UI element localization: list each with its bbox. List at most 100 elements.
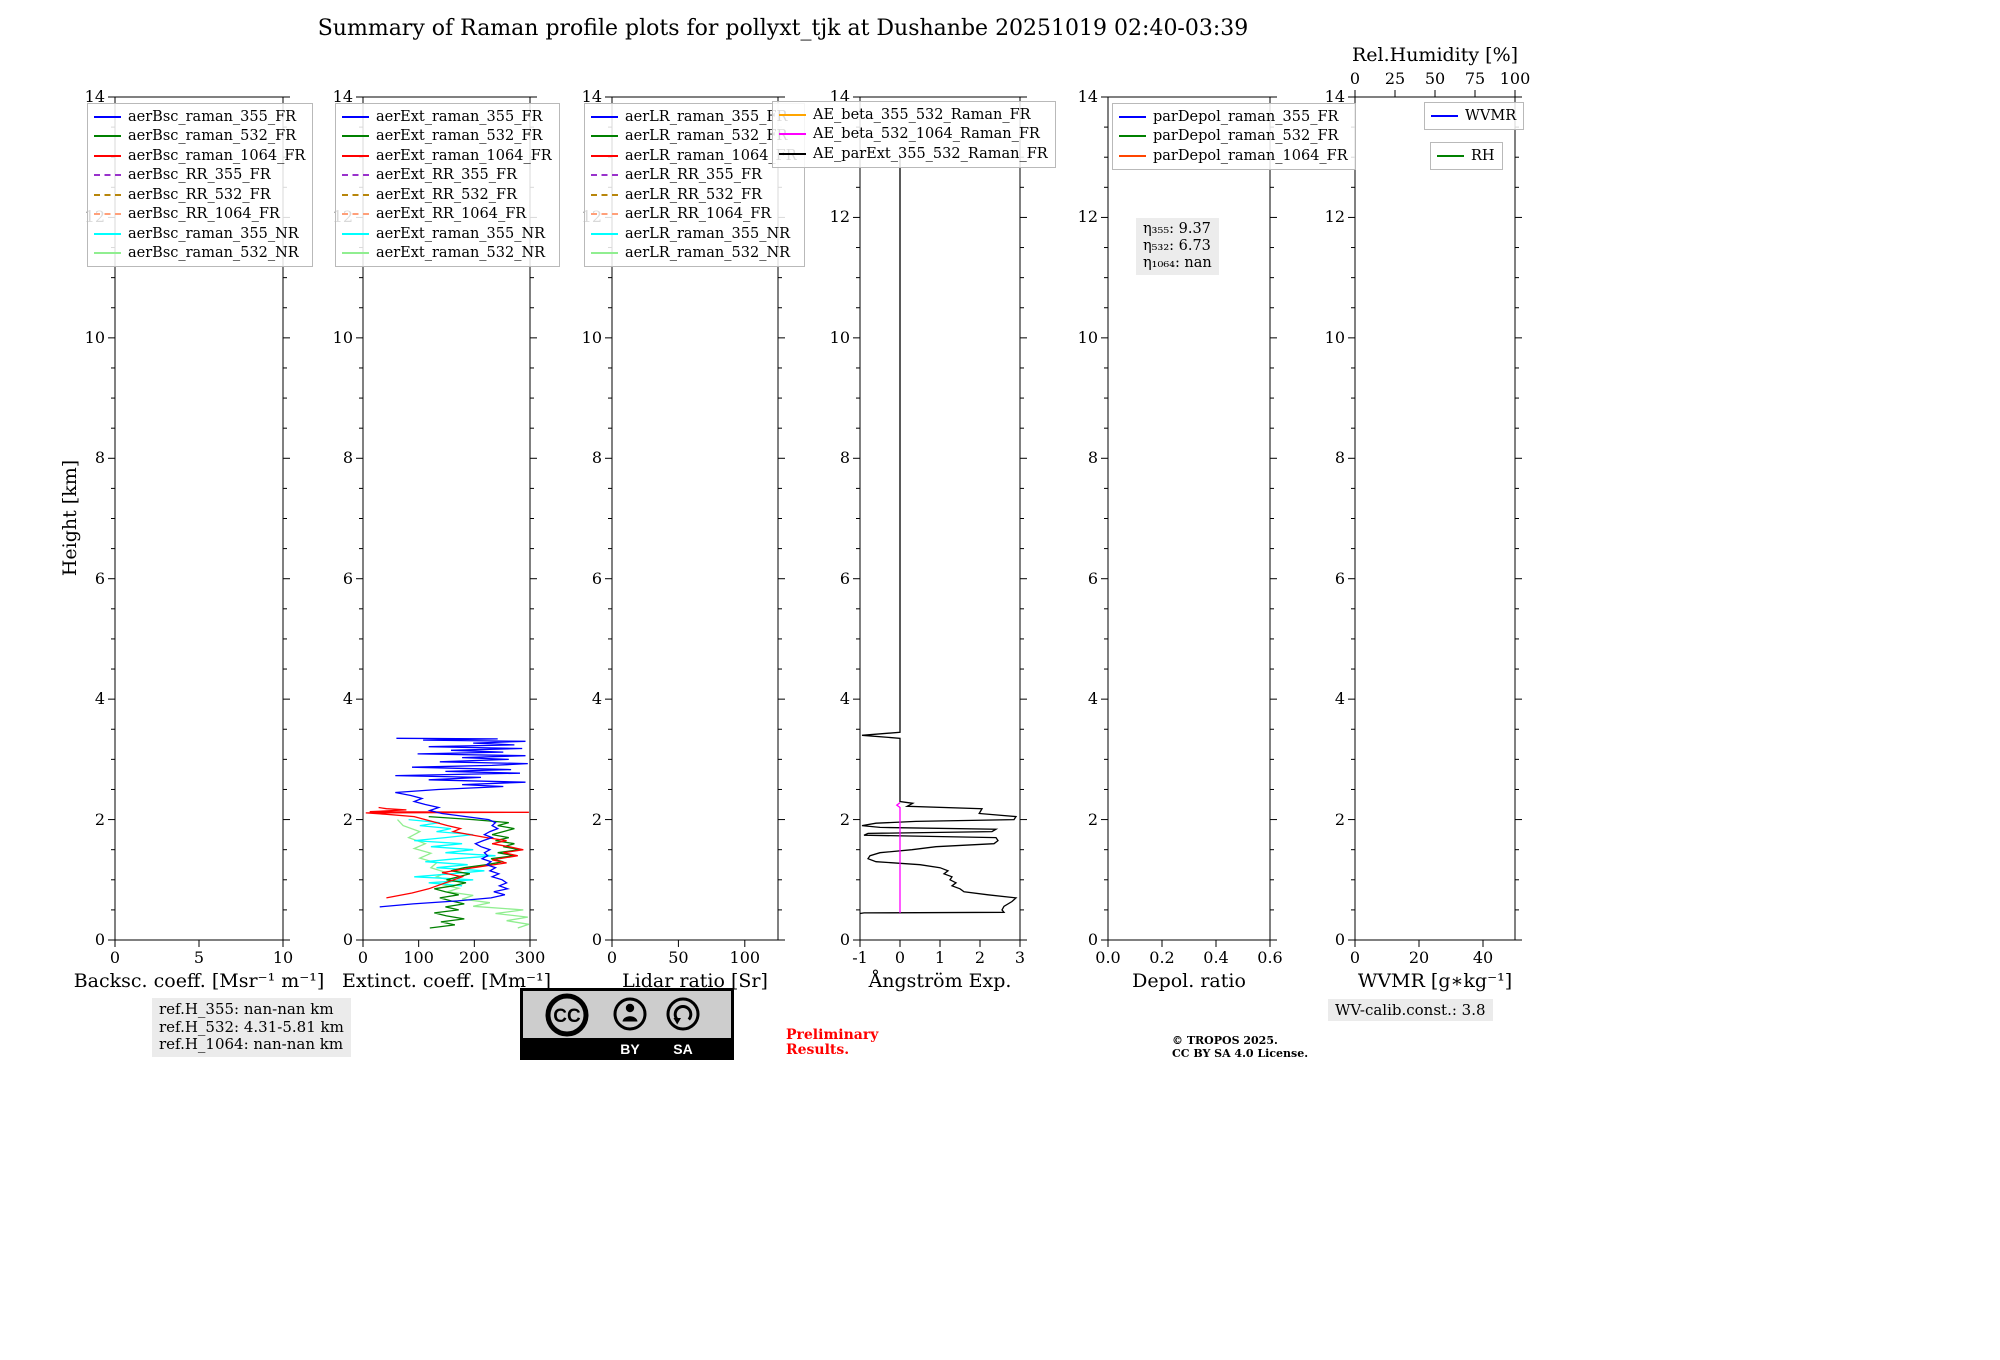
cc-by-person-icon [613,997,647,1031]
ref-h-1064: ref.H_1064: nan-nan km [159,1035,344,1053]
legend-entry-label: aerExt_RR_532_FR [376,186,517,203]
legend-line-sample [591,252,618,255]
legend-line-sample [1119,115,1146,118]
series-aerExt_raman_355_FR [379,737,528,908]
legend-box: aerLR_raman_355_FR aerLR_raman_532_FR aerL… [584,103,805,267]
figure-title: Summary of Raman profile plots for polly… [317,16,1249,41]
legend-line-sample [342,213,369,216]
y-tick-label: 2 [94,809,105,829]
legend-entry: aerBsc_RR_355_FR [94,166,305,186]
legend-entry-label: aerBsc_raman_355_FR [128,108,297,125]
y-tick-label: 8 [839,448,850,468]
legend-entry-label: aerBsc_raman_1064_FR [128,147,306,164]
cc-logo-text: CC [553,1006,581,1027]
x-tick-label: 2 [974,948,986,967]
legend-line-sample [591,232,618,235]
legend-entry-label: aerExt_RR_355_FR [376,167,517,184]
y-tick-label: 12 [1077,207,1098,227]
ref-h-532: ref.H_532: 4.31-5.81 km [159,1017,344,1036]
legend-entry-label: aerLR_raman_355_NR [625,225,791,242]
copyright-line1: © TROPOS 2025. [1172,1034,1278,1047]
legend-entry-label: aerExt_RR_1064_FR [376,206,527,223]
legend-entry-label: aerBsc_RR_1064_FR [128,206,280,223]
legend-line-sample [591,193,618,196]
legend-entry: aerBsc_raman_1064_FR [94,146,305,166]
legend-entry-label: AE_beta_355_532_Raman_FR [813,106,1031,123]
legend-entry: aerExt_RR_532_FR [342,185,552,205]
preliminary-line1: Preliminary [786,1027,879,1043]
legend-entry-label: aerExt_raman_532_NR [376,245,546,262]
x-tick-label: 40 [1472,948,1494,967]
legend-entry: parDepol_raman_532_FR [1119,127,1348,147]
legend-entry-label: aerBsc_RR_532_FR [128,186,271,203]
legend-line-sample [94,213,121,216]
x-tick-label: 20 [1408,948,1430,967]
legend-line-sample [591,135,618,138]
legend-box: parDepol_raman_355_FR parDepol_raman_532_… [1112,103,1356,170]
eta-annotation-line: η₃₅₅: 9.37 [1143,221,1211,237]
y-tick-label: 2 [1334,809,1345,829]
legend-entry: aerLR_raman_532_FR [591,127,797,147]
legend-entry: aerLR_RR_1064_FR [591,205,797,225]
y-tick-label: 8 [591,448,602,468]
y-tick-label: 14 [332,87,353,106]
legend-entry: aerBsc_raman_532_FR [94,127,305,147]
legend-line-sample [779,152,806,155]
legend-entry: aerExt_raman_532_FR [342,127,552,147]
y-tick-label: 6 [1334,568,1345,588]
preliminary-line2: Results. [786,1042,850,1058]
cc-sa-label: SA [673,1041,692,1057]
legend-entry: aerLR_RR_355_FR [591,166,797,186]
legend-entry: aerBsc_RR_1064_FR [94,205,305,225]
preliminary-note: Preliminary Results. [786,1028,878,1058]
series-aerExt_raman_1064_FR [365,806,529,899]
legend-box: AE_beta_355_532_Raman_FR AE_beta_532_1064… [772,101,1056,168]
legend-entry-label: aerLR_raman_1064_FR [625,147,797,164]
legend-line-sample [94,174,121,177]
legend-line-sample [1437,154,1464,157]
y-tick-label: 2 [342,809,353,829]
cc-license-badge: CC BY SA [520,988,734,1064]
legend-entry: aerLR_raman_355_FR [591,107,797,127]
legend-line-sample [94,135,121,138]
legend-entry: RH [1437,146,1495,166]
x-tick-label: 0 [606,948,618,967]
ref-h-355: ref.H_355: nan-nan km [159,1000,334,1018]
x-tick-label: -1 [852,948,868,967]
top-tick-label: 75 [1464,69,1486,88]
wv-calibration-note: WV-calib.const.: 3.8 [1328,999,1493,1021]
legend-entry: aerBsc_raman_355_NR [94,224,305,244]
legend-entry: aerBsc_raman_355_FR [94,107,305,127]
y-tick-label: 6 [591,568,602,588]
legend-box: RH [1430,142,1503,170]
x-tick-label: 0.0 [1095,948,1121,967]
legend-line-sample [591,213,618,216]
legend-entry: aerExt_raman_532_NR [342,244,552,264]
y-tick-label: 0 [591,930,602,949]
legend-box: aerBsc_raman_355_FR aerBsc_raman_532_FR ae… [87,103,314,267]
reference-height-box: ref.H_355: nan-nan km ref.H_532: 4.31-5.… [152,998,351,1057]
x-tick-label: 0.6 [1257,948,1283,967]
legend-entry: AE_beta_532_1064_Raman_FR [779,125,1048,145]
legend-line-sample [591,174,618,177]
x-tick-label: 1 [934,948,946,967]
legend-entry-label: aerExt_raman_1064_FR [376,147,552,164]
legend-entry-label: aerBsc_RR_355_FR [128,167,271,184]
legend-entry-label: parDepol_raman_355_FR [1153,108,1339,125]
top-tick-label: 0 [1349,69,1361,88]
x-tick-label: 100 [403,948,434,967]
legend-line-sample [342,232,369,235]
x-tick-label: 50 [668,948,689,967]
legend-entry: aerLR_raman_532_NR [591,244,797,264]
y-axis-label: Height [km] [59,459,81,577]
legend-entry-label: AE_beta_532_1064_Raman_FR [813,126,1040,143]
y-tick-label: 10 [581,327,602,347]
y-tick-label: 0 [1334,930,1345,949]
legend-entry-label: aerLR_raman_355_FR [625,108,788,125]
y-tick-label: 4 [342,689,353,709]
legend-entry: aerExt_RR_1064_FR [342,205,552,225]
legend-line-sample [342,252,369,255]
legend-entry: AE_parExt_355_532_Raman_FR [779,144,1048,164]
x-axis-label: Depol. ratio [1132,970,1246,992]
